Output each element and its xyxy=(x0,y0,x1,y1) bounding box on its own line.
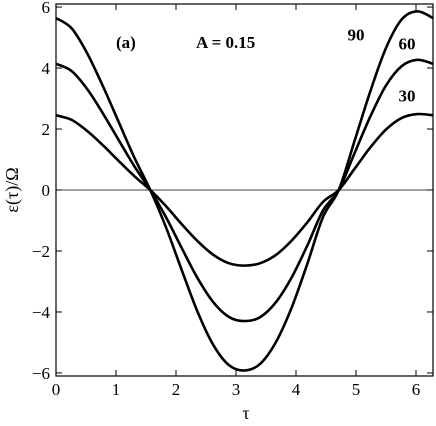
y-tick-label: 6 xyxy=(42,0,51,17)
x-tick-label: 0 xyxy=(52,380,61,399)
x-tick-label: 4 xyxy=(292,380,301,399)
y-tick-label: 2 xyxy=(42,120,51,139)
x-tick-label: 5 xyxy=(352,380,361,399)
y-tick-label: −2 xyxy=(32,242,50,261)
panel-label: (a) xyxy=(116,33,136,52)
series-line-90 xyxy=(55,10,434,372)
x-tick-label: 2 xyxy=(172,380,181,399)
y-tick-label: −4 xyxy=(32,303,51,322)
y-axis-title: ε(τ)/Ω xyxy=(2,167,23,212)
x-axis-title: τ xyxy=(242,403,249,423)
y-tick-label: −6 xyxy=(32,364,50,383)
plot-area: 0 1 2 3 4 5 6 −6 −4 −2 0 2 4 6 90 60 30 xyxy=(32,0,434,399)
y-tick-label: 0 xyxy=(42,181,51,200)
x-tick-label: 3 xyxy=(232,380,241,399)
parameter-label: A = 0.15 xyxy=(196,33,255,52)
x-tick-label: 1 xyxy=(112,380,121,399)
series-label-30: 30 xyxy=(399,87,416,106)
series-line-30 xyxy=(55,112,434,267)
x-tick-label: 6 xyxy=(412,380,421,399)
y-tick-label: 4 xyxy=(42,59,51,78)
series-label-60: 60 xyxy=(399,35,416,54)
series-label-90: 90 xyxy=(348,26,365,45)
series-line-60 xyxy=(55,58,434,323)
